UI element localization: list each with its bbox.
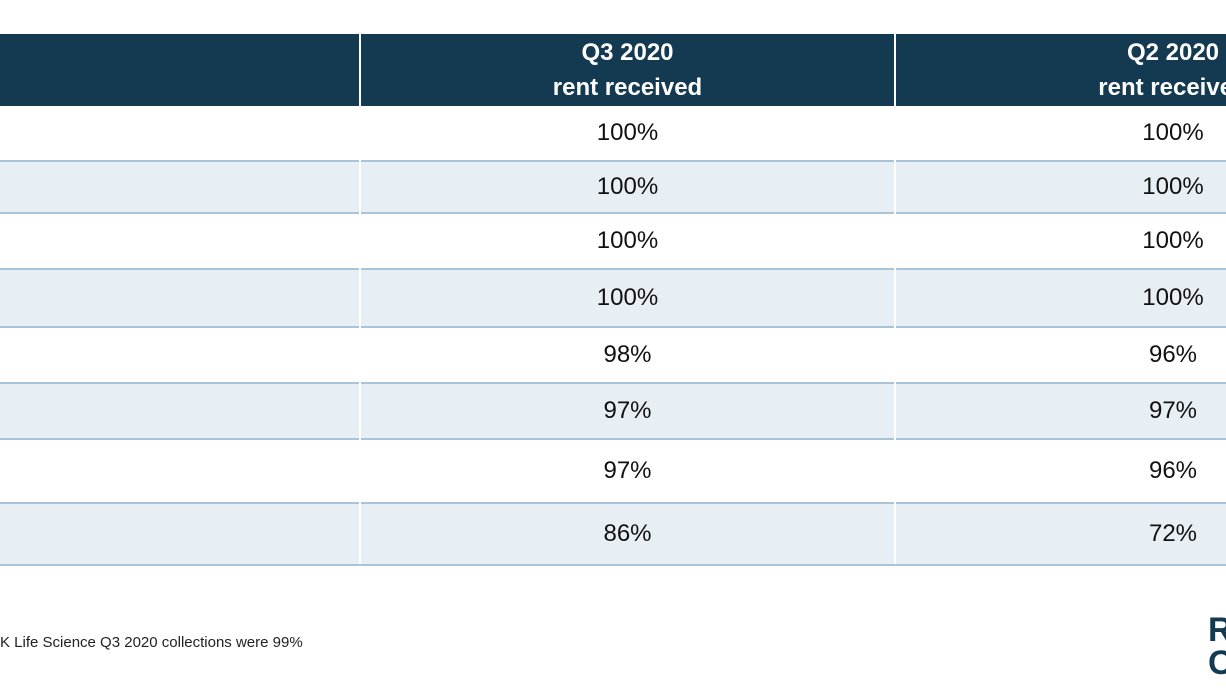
header-q2-2020: Q2 2020 rent received [894, 34, 1226, 106]
table-row: 86% 72% [0, 502, 1226, 566]
q3-value: 86% [359, 502, 895, 566]
table-row: 98% 96% [0, 326, 1226, 383]
q2-value: 96% [894, 438, 1226, 503]
q2-value: 100% [894, 106, 1226, 161]
footnote: K Life Science Q3 2020 collections were … [0, 634, 303, 651]
row-label [0, 268, 360, 327]
table-row: 100% 100% [0, 106, 1226, 161]
table-row: 100% 100% [0, 268, 1226, 327]
rent-collection-table-wrapper: Q3 2020 rent received Q2 2020 rent recei… [0, 34, 1226, 566]
logo-letter-1: R [1208, 611, 1226, 649]
company-logo: R C [1208, 611, 1226, 682]
q3-value: 98% [359, 326, 895, 383]
q3-value: 97% [359, 438, 895, 503]
row-label [0, 438, 360, 503]
row-label [0, 160, 360, 213]
q3-value: 97% [359, 382, 895, 439]
row-label [0, 326, 360, 383]
header-category [0, 34, 360, 106]
header-q2-line1: Q2 2020 [1126, 39, 1220, 66]
q2-value: 96% [894, 326, 1226, 383]
q3-value: 100% [359, 212, 895, 269]
row-label [0, 382, 360, 439]
table-row: 97% 96% [0, 438, 1226, 503]
header-row: Q3 2020 rent received Q2 2020 rent recei… [0, 34, 1226, 106]
table-row: 100% 100% [0, 212, 1226, 269]
header-q3-2020: Q3 2020 rent received [359, 34, 895, 106]
q2-value: 100% [894, 212, 1226, 269]
table-header: Q3 2020 rent received Q2 2020 rent recei… [0, 34, 1226, 106]
table-row: 97% 97% [0, 382, 1226, 439]
header-q3-line2: rent received [552, 74, 703, 101]
logo-letter-2: C [1208, 644, 1226, 682]
q3-value: 100% [359, 268, 895, 327]
q3-value: 100% [359, 160, 895, 213]
q3-value: 100% [359, 106, 895, 161]
q2-value: 100% [894, 160, 1226, 213]
row-label [0, 106, 360, 161]
header-q3-line1: Q3 2020 [581, 39, 674, 66]
row-label [0, 212, 360, 269]
rent-collection-table: Q3 2020 rent received Q2 2020 rent recei… [0, 34, 1226, 566]
q2-value: 100% [894, 268, 1226, 327]
header-q2-line2: rent received [1098, 74, 1226, 101]
table-row: 100% 100% [0, 160, 1226, 213]
q2-value: 97% [894, 382, 1226, 439]
row-label [0, 502, 360, 566]
table-body: 100% 100% 100% 100% 100% 100% 100% 100% [0, 106, 1226, 566]
q2-value: 72% [894, 502, 1226, 566]
